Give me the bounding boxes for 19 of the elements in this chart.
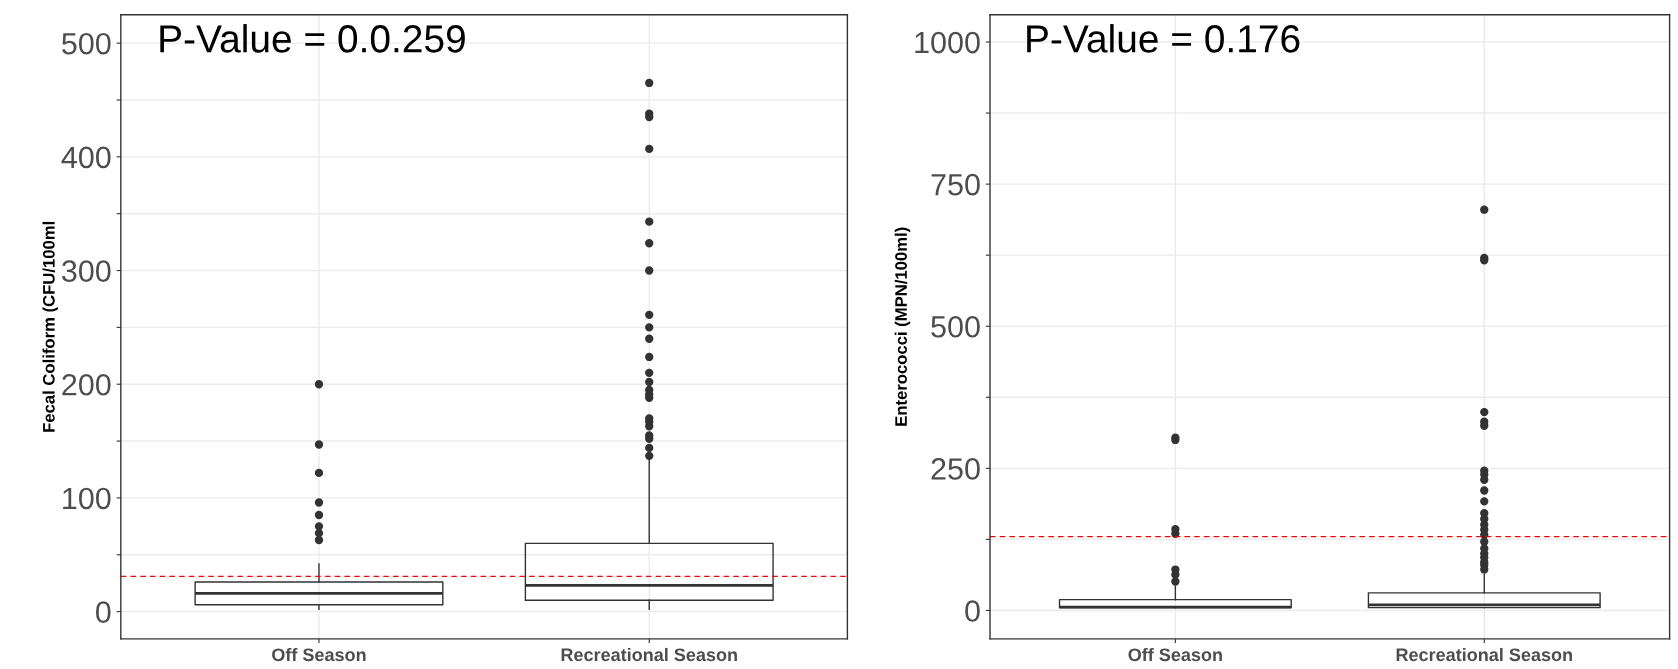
y-axis-title: Fecal Coliform (CFU/100ml: [42, 221, 59, 432]
y-tick-label: 300: [61, 260, 111, 282]
y-tick-label: 400: [61, 146, 111, 169]
x-tick-label: Off Season: [272, 647, 366, 662]
x-tick-label: Recreational Season: [1396, 647, 1572, 662]
y-tick-label: 100: [63, 487, 111, 510]
y-tick-label: 1000: [915, 31, 980, 54]
y-tick-label: 500: [62, 32, 111, 55]
x-tick-label: Off Season: [1128, 647, 1222, 662]
y-axis-title: Enterococci (MPN/100ml): [894, 227, 911, 426]
y-tick-label: 750: [931, 173, 980, 196]
y-tick-label: 0: [965, 600, 980, 622]
y-tick-label: 250: [931, 458, 980, 480]
annotation: P-Value = 0.176: [1027, 24, 1300, 53]
x-tick-label: Recreational Season: [561, 647, 737, 662]
y-tick-label: 500: [931, 315, 980, 338]
y-tick-label: 200: [62, 373, 111, 396]
annotation: P-Value = 0.0.259: [160, 24, 465, 53]
y-tick-label: 0: [95, 601, 111, 623]
